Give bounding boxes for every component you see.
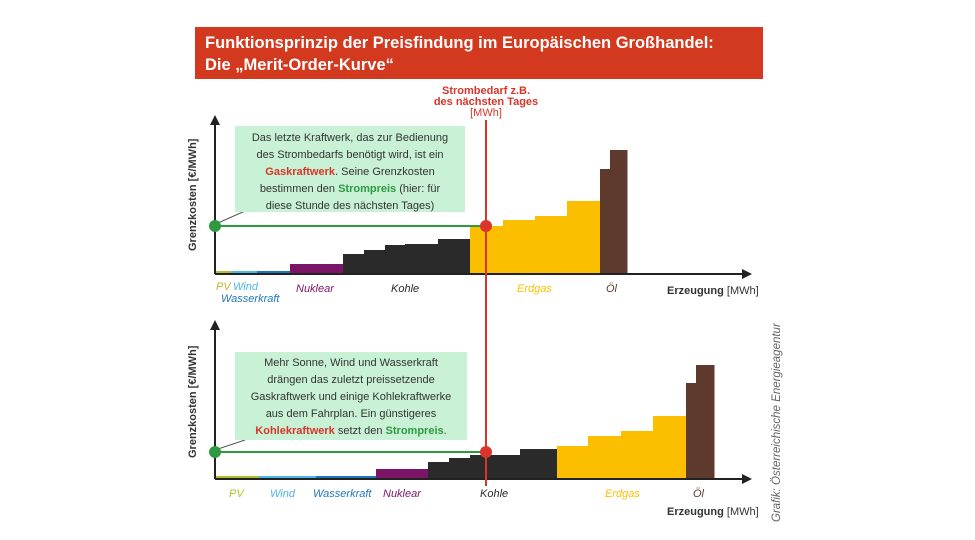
bar-erdgas [503, 220, 536, 274]
box-text: . [443, 425, 447, 437]
label-oel-bottom: Öl [693, 488, 704, 500]
bar-öl [686, 383, 697, 479]
highlight-plant: Gaskraftwerk [265, 166, 336, 178]
bar-kohle [405, 244, 439, 274]
bar-nuklear [376, 469, 429, 479]
box-text: setzt den [334, 425, 386, 437]
x-axis-unit: [MWh] [726, 506, 759, 518]
credit-text: Grafik: Österreichische Energieagentur [771, 323, 783, 522]
bar-kohle [438, 239, 471, 274]
bar-wasserkraft [257, 271, 291, 274]
bar-öl [696, 365, 715, 479]
bar-wind [259, 476, 317, 479]
box-text: bestimmen den [259, 183, 339, 195]
intersection-dot [480, 220, 492, 232]
bar-nuklear [290, 264, 344, 274]
box-text: . Seine Grenzkosten [335, 166, 435, 178]
title-banner: Funktionsprinzip der Preisfindung im Eur… [195, 27, 763, 79]
bar-kohle [520, 449, 558, 479]
label-kohle-bottom: Kohle [480, 488, 509, 500]
x-axis-label-bottom: Erzeugung [MWh] [667, 506, 759, 518]
box-text: (hier: für [396, 183, 441, 195]
bar-wasserkraft [316, 476, 377, 479]
y-axis-label-top: Grenzkosten [€/MWh] [187, 138, 199, 251]
highlight-plant: Kohlekraftwerk [255, 425, 335, 437]
box-text: Gaskraftwerk und einige Kohlekraftwerke [250, 391, 452, 403]
bar-pv [215, 476, 260, 479]
box-text: aus dem Fahrplan. Ein günstigeres [265, 408, 437, 420]
label-wasserkraft-bottom: Wasserkraft [313, 488, 372, 500]
x-axis-label-text: Erzeugung [667, 285, 724, 297]
bar-kohle [449, 458, 471, 479]
bar-pv [215, 271, 232, 274]
bar-wind [231, 271, 258, 274]
box-text: des Strombedarfs benötigt wird, ist ein [256, 149, 444, 161]
explanation-box-top: Das letzte Kraftwerk, das zur Bedienung d… [235, 126, 465, 212]
intersection-dot [480, 446, 492, 458]
explanation-box-bottom: Mehr Sonne, Wind und Wasserkraft drängen … [235, 352, 467, 440]
demand-label-line-1: Strombedarf z.B. [441, 85, 530, 97]
label-nuklear-bottom: Nuklear [383, 488, 421, 500]
bar-erdgas [653, 416, 687, 479]
x-axis-arrow-icon [742, 474, 752, 484]
label-pv-top: PV [216, 281, 231, 293]
y-axis-arrow-icon [210, 320, 220, 330]
bar-öl [600, 169, 611, 274]
label-wind-bottom: Wind [270, 488, 295, 500]
label-wind-top: Wind [233, 281, 258, 293]
demand-label: Strombedarf z.B. des nächsten Tages [MWh… [406, 86, 566, 119]
y-axis-label-bottom: Grenzkosten [€/MWh] [187, 345, 199, 458]
highlight-price: Strompreis [338, 183, 397, 195]
box-text: drängen das zuletzt preissetzende [267, 374, 435, 386]
x-axis-arrow-icon [742, 269, 752, 279]
x-axis-label-text: Erzeugung [667, 506, 724, 518]
bar-öl [610, 150, 628, 274]
box-text: diese Stunde des nächsten Tages) [265, 200, 435, 212]
bar-erdgas [588, 436, 622, 479]
demand-label-line-2: des nächsten Tages [433, 96, 539, 108]
bar-kohle [470, 455, 521, 479]
box-text: Mehr Sonne, Wind und Wasserkraft [264, 357, 438, 369]
bar-erdgas [557, 446, 589, 479]
box-text: Das letzte Kraftwerk, das zur Bedienung [251, 132, 449, 144]
title-line-1: Funktionsprinzip der Preisfindung im Eur… [205, 34, 714, 52]
x-axis-label-top: Erzeugung [MWh] [667, 285, 759, 297]
bar-kohle [428, 462, 450, 479]
callout-pointer [217, 439, 246, 450]
x-axis-unit: [MWh] [726, 285, 759, 297]
title-line-2: Die „Merit-Order-Kurve“ [205, 56, 394, 74]
bar-kohle [343, 254, 365, 274]
label-oel-top: Öl [606, 283, 617, 295]
price-dot [209, 446, 221, 458]
bar-erdgas [621, 431, 654, 479]
y-axis-arrow-icon [210, 115, 220, 125]
bar-kohle [385, 245, 406, 274]
price-dot [209, 220, 221, 232]
label-erdgas-top: Erdgas [517, 283, 552, 295]
label-erdgas-bottom: Erdgas [605, 488, 640, 500]
bar-erdgas [535, 216, 568, 274]
demand-label-unit: [MWh] [470, 107, 502, 119]
label-kohle-top: Kohle [391, 283, 420, 295]
callout-pointer [217, 210, 246, 224]
label-wasserkraft-top: Wasserkraft [221, 293, 280, 305]
bar-erdgas [567, 201, 601, 274]
label-nuklear-top: Nuklear [296, 283, 334, 295]
bar-kohle [364, 250, 386, 274]
highlight-price: Strompreis [385, 425, 444, 437]
label-pv-bottom: PV [229, 488, 244, 500]
